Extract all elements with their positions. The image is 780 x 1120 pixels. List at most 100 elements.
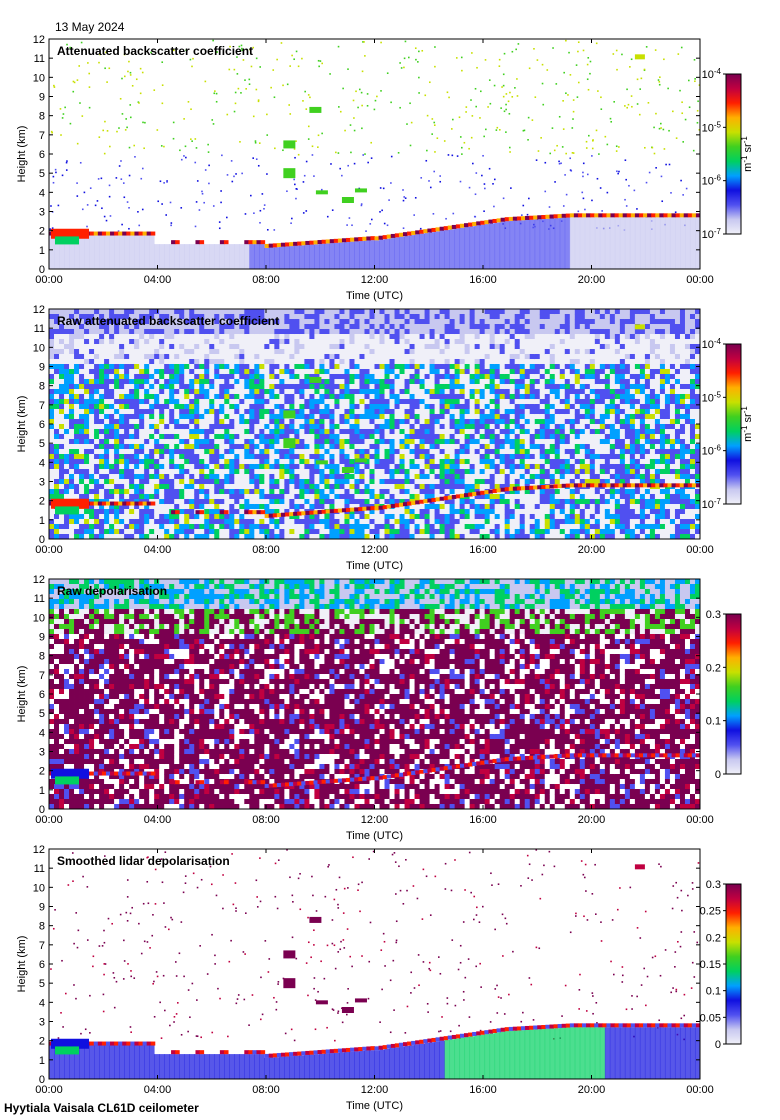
x-tick-label: 04:00 [144,544,172,556]
panel-title: Raw attenuated backscatter coefficient [57,314,279,328]
y-tick-label: 9 [39,92,45,104]
x-tick-label: 00:00 [35,1084,63,1096]
y-tick-label: 6 [39,689,45,701]
y-tick-label: 10 [33,612,45,624]
y-axis-label: Height (km) [16,396,28,453]
y-tick-label: 1 [39,515,45,527]
x-tick-label: 16:00 [469,814,497,826]
y-tick-label: 10 [33,882,45,894]
x-tick-label: 16:00 [469,274,497,286]
y-tick-label: 9 [39,362,45,374]
y-tick-label: 12 [33,844,45,856]
colorbar-tick-label: 0.1 [706,716,721,728]
colorbar-tick-label: 10-7​ [702,227,722,241]
y-tick-label: 0 [39,804,45,816]
y-tick-label: 11 [34,323,45,335]
panel-title: Raw depolarisation [57,584,167,598]
y-tick-label: 4 [39,457,45,469]
x-tick-label: 04:00 [144,274,172,286]
x-tick-label: 00:00 [35,274,63,286]
heatmap-field [49,39,700,269]
x-tick-label: 08:00 [252,1084,280,1096]
colorbar-tick-label: 0.2 [706,662,721,674]
y-axis-label: Height (km) [16,126,28,183]
y-tick-label: 4 [39,187,45,199]
y-tick-label: 12 [33,34,45,46]
y-tick-label: 0 [39,264,45,276]
x-tick-label: 12:00 [361,1084,389,1096]
x-tick-label: 04:00 [144,1084,172,1096]
y-tick-label: 11 [34,593,45,605]
heatmap-field [49,309,700,539]
colorbar-unit: m-1​ sr-1​ [740,136,754,172]
x-tick-label: 00:00 [686,814,714,826]
y-tick-label: 3 [39,477,45,489]
y-tick-label: 1 [39,785,45,797]
date-label: 13 May 2024 [55,20,125,34]
panel-title: Smoothed lidar depolarisation [57,854,230,868]
x-axis-label: Time (UTC) [346,290,403,302]
colorbar [725,73,742,235]
y-tick-label: 2 [39,226,45,238]
y-tick-label: 2 [39,766,45,778]
panel-2: Raw attenuated backscatter coefficient 0 1… [16,304,754,572]
x-tick-label: 00:00 [35,814,63,826]
x-tick-label: 00:00 [35,544,63,556]
colorbar-tick-label: 10-5​ [702,120,722,134]
heatmap-field [49,579,700,809]
y-tick-label: 1 [39,1055,45,1067]
y-tick-label: 7 [39,940,45,952]
colorbar [725,883,742,1045]
x-tick-label: 00:00 [686,1084,714,1096]
colorbar-tick-label: 10-4​ [702,337,722,351]
y-tick-label: 2 [39,496,45,508]
y-tick-label: 6 [39,149,45,161]
x-tick-label: 20:00 [578,814,606,826]
colorbar-tick-label: 0.15 [700,959,721,971]
y-tick-label: 0 [39,1074,45,1086]
x-tick-label: 00:00 [686,544,714,556]
colorbar-tick-label: 0 [715,1039,721,1051]
y-tick-label: 6 [39,959,45,971]
x-tick-label: 12:00 [361,274,389,286]
y-tick-label: 11 [34,863,45,875]
colorbar-unit: m-1​ sr-1​ [740,406,754,442]
x-tick-label: 00:00 [686,274,714,286]
x-tick-label: 08:00 [252,544,280,556]
y-tick-label: 3 [39,747,45,759]
y-tick-label: 11 [34,53,45,65]
y-tick-label: 5 [39,438,45,450]
y-tick-label: 5 [39,708,45,720]
y-axis-label: Height (km) [16,936,28,993]
y-tick-label: 9 [39,902,45,914]
instrument-label: Hyytiala Vaisala CL61D ceilometer [4,1101,199,1115]
y-tick-label: 5 [39,978,45,990]
panel-title: Attenuated backscatter coefficient [57,44,253,58]
colorbar-tick-label: 10-5​ [702,390,722,404]
x-tick-label: 04:00 [144,814,172,826]
y-tick-label: 0 [39,534,45,546]
x-tick-label: 16:00 [469,1084,497,1096]
y-tick-label: 3 [39,207,45,219]
y-tick-label: 7 [39,130,45,142]
x-tick-label: 12:00 [361,544,389,556]
y-tick-label: 6 [39,419,45,431]
y-tick-label: 4 [39,997,45,1009]
y-tick-label: 12 [33,574,45,586]
colorbar-tick-label: 0.3 [706,879,721,891]
y-tick-label: 8 [39,381,45,393]
y-tick-label: 8 [39,921,45,933]
x-tick-label: 08:00 [252,274,280,286]
colorbar-tick-label: 10-6​ [702,444,722,458]
panel-1: Attenuated backscatter coefficient012345… [16,34,754,302]
heatmap-field [49,849,700,1079]
x-tick-label: 12:00 [361,814,389,826]
y-tick-label: 12 [33,304,45,316]
x-tick-label: 20:00 [578,274,606,286]
x-tick-label: 20:00 [578,1084,606,1096]
y-tick-label: 4 [39,727,45,739]
x-tick-label: 16:00 [469,544,497,556]
y-tick-label: 8 [39,651,45,663]
y-tick-label: 10 [33,72,45,84]
